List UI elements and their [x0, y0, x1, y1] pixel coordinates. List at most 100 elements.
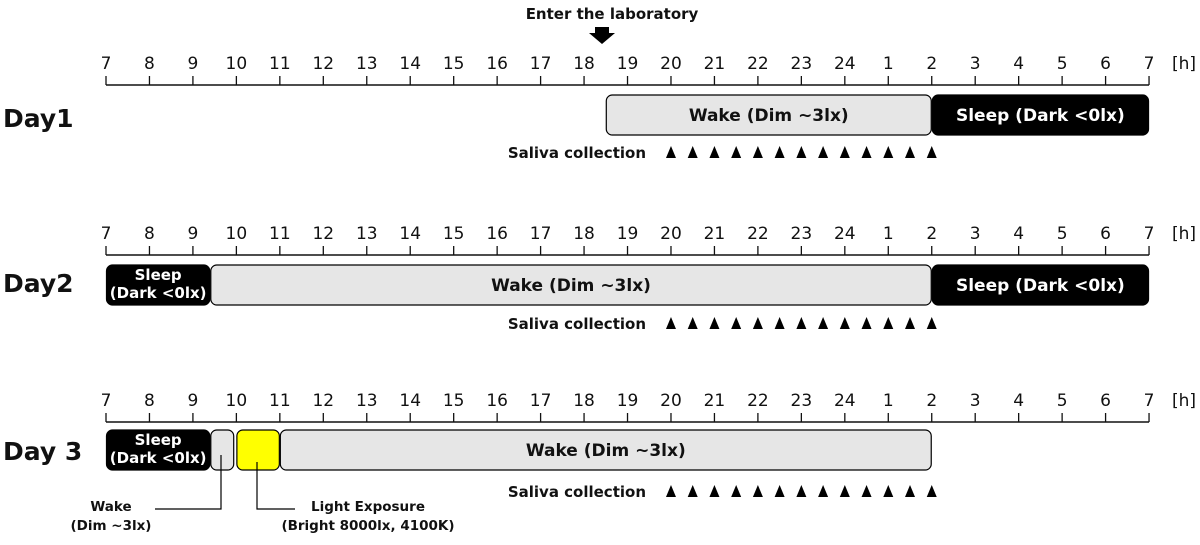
tick-label: 16 [486, 54, 508, 74]
tick-label: 11 [269, 54, 291, 74]
sleep-bar-label-line: (Dark <0lx) [110, 284, 207, 302]
tick-label: 24 [834, 54, 856, 74]
tick-label: 8 [144, 391, 155, 411]
saliva-marker-icon [665, 485, 676, 497]
tick-label: 20 [660, 54, 682, 74]
saliva-marker-icon [687, 317, 698, 329]
tick-label: 19 [617, 224, 639, 244]
saliva-label-day1: Saliva collection [508, 144, 646, 162]
tick-label: 14 [399, 224, 421, 244]
tick-label: 4 [1013, 391, 1024, 411]
saliva-marker-icon [883, 317, 894, 329]
tick-label: 13 [356, 224, 378, 244]
saliva-marker-icon [905, 485, 916, 497]
wake-callout-line2: (Dim ~3lx) [71, 518, 152, 534]
sleep-bar-label: Sleep (Dark <0lx) [956, 276, 1125, 296]
saliva-marker-icon [926, 317, 937, 329]
sleep-bar-label-line: Sleep [135, 266, 182, 284]
saliva-marker-icon [731, 146, 742, 158]
tick-label: 24 [834, 224, 856, 244]
tick-label: 24 [834, 391, 856, 411]
tick-label: 13 [356, 54, 378, 74]
activity-bars-day2: Sleep(Dark <0lx) Wake (Dim ~3lx) Sleep (Da… [105, 264, 1150, 306]
tick-label: 10 [226, 391, 248, 411]
saliva-marker-icon [883, 146, 894, 158]
timeline-axis-day3: 7 8 9 10 11 12 13 14 15 16 17 18 19 20 21 22 23 24 1 2 3 4 5 6 7… [101, 391, 1196, 423]
tick-label: 23 [791, 224, 813, 244]
tick-label: 21 [704, 54, 726, 74]
saliva-marker-icon [774, 146, 785, 158]
wake-callout-line1: Wake [90, 499, 131, 515]
tick-label: 23 [791, 391, 813, 411]
tick-label: 1 [883, 224, 894, 244]
saliva-marker-icon [839, 146, 850, 158]
saliva-markers-day3 [665, 485, 937, 497]
saliva-marker-icon [796, 485, 807, 497]
saliva-marker-icon [731, 485, 742, 497]
saliva-marker-icon [687, 146, 698, 158]
tick-label: 20 [660, 391, 682, 411]
saliva-marker-icon [752, 146, 763, 158]
tick-label: 18 [573, 224, 595, 244]
saliva-marker-icon [905, 146, 916, 158]
tick-label: 5 [1057, 391, 1068, 411]
day-label-day3: Day 3 [3, 437, 82, 466]
tick-label: 18 [573, 391, 595, 411]
wake-bar [605, 94, 932, 136]
tick-label: 3 [970, 54, 981, 74]
saliva-marker-icon [818, 146, 829, 158]
tick-label: 19 [617, 54, 639, 74]
saliva-marker-icon [709, 485, 720, 497]
saliva-label-day3: Saliva collection [508, 483, 646, 501]
tick-label: 7 [101, 391, 112, 411]
tick-label: 3 [970, 224, 981, 244]
tick-label: 15 [443, 54, 465, 74]
tick-label: 3 [970, 391, 981, 411]
axis-unit-label: [h] [1172, 54, 1196, 74]
day-label-day2: Day2 [3, 269, 74, 298]
enter-arrow-icon [589, 27, 615, 44]
light-callout-line2: (Bright 8000lx, 4100K) [281, 518, 454, 534]
wake-bar [210, 264, 932, 306]
tick-label: 16 [486, 224, 508, 244]
wake-bar-label: Wake (Dim ~3lx) [491, 276, 651, 296]
tick-label: 6 [1100, 224, 1111, 244]
tick-label: 13 [356, 391, 378, 411]
saliva-marker-icon [752, 317, 763, 329]
timeline-axis-day2: 7 8 9 10 11 12 13 14 15 16 17 18 19 20 21 22 23 24 1 2 3 4 5 6 7… [101, 224, 1196, 256]
saliva-marker-icon [861, 485, 872, 497]
tick-label: 15 [443, 224, 465, 244]
tick-label: 5 [1057, 54, 1068, 74]
saliva-marker-icon [839, 317, 850, 329]
tick-label: 9 [188, 224, 199, 244]
tick-label: 2 [926, 54, 937, 74]
tick-label: 12 [312, 391, 334, 411]
saliva-marker-icon [839, 485, 850, 497]
sleep-bar [931, 94, 1150, 136]
tick-label: 23 [791, 54, 813, 74]
axis-unit-label: [h] [1172, 391, 1196, 411]
tick-label: 16 [486, 391, 508, 411]
saliva-marker-icon [818, 317, 829, 329]
tick-label: 19 [617, 391, 639, 411]
tick-label: 14 [399, 391, 421, 411]
tick-label: 7 [1144, 224, 1155, 244]
saliva-marker-icon [796, 146, 807, 158]
saliva-marker-icon [926, 485, 937, 497]
activity-bars-day1: Wake (Dim ~3lx) Sleep (Dark <0lx) [605, 94, 1150, 136]
tick-label: 22 [747, 224, 769, 244]
tick-label: 7 [1144, 54, 1155, 74]
tick-label: 15 [443, 391, 465, 411]
light-exposure-bar [236, 429, 280, 471]
axis-unit-label: [h] [1172, 224, 1196, 244]
tick-label: 21 [704, 391, 726, 411]
sleep-bar-label-line: Sleep [135, 431, 182, 449]
saliva-marker-icon [709, 317, 720, 329]
saliva-marker-icon [709, 146, 720, 158]
tick-label: 8 [144, 54, 155, 74]
saliva-marker-icon [861, 317, 872, 329]
tick-label: 17 [530, 224, 552, 244]
saliva-marker-icon [796, 317, 807, 329]
tick-label: 18 [573, 54, 595, 74]
